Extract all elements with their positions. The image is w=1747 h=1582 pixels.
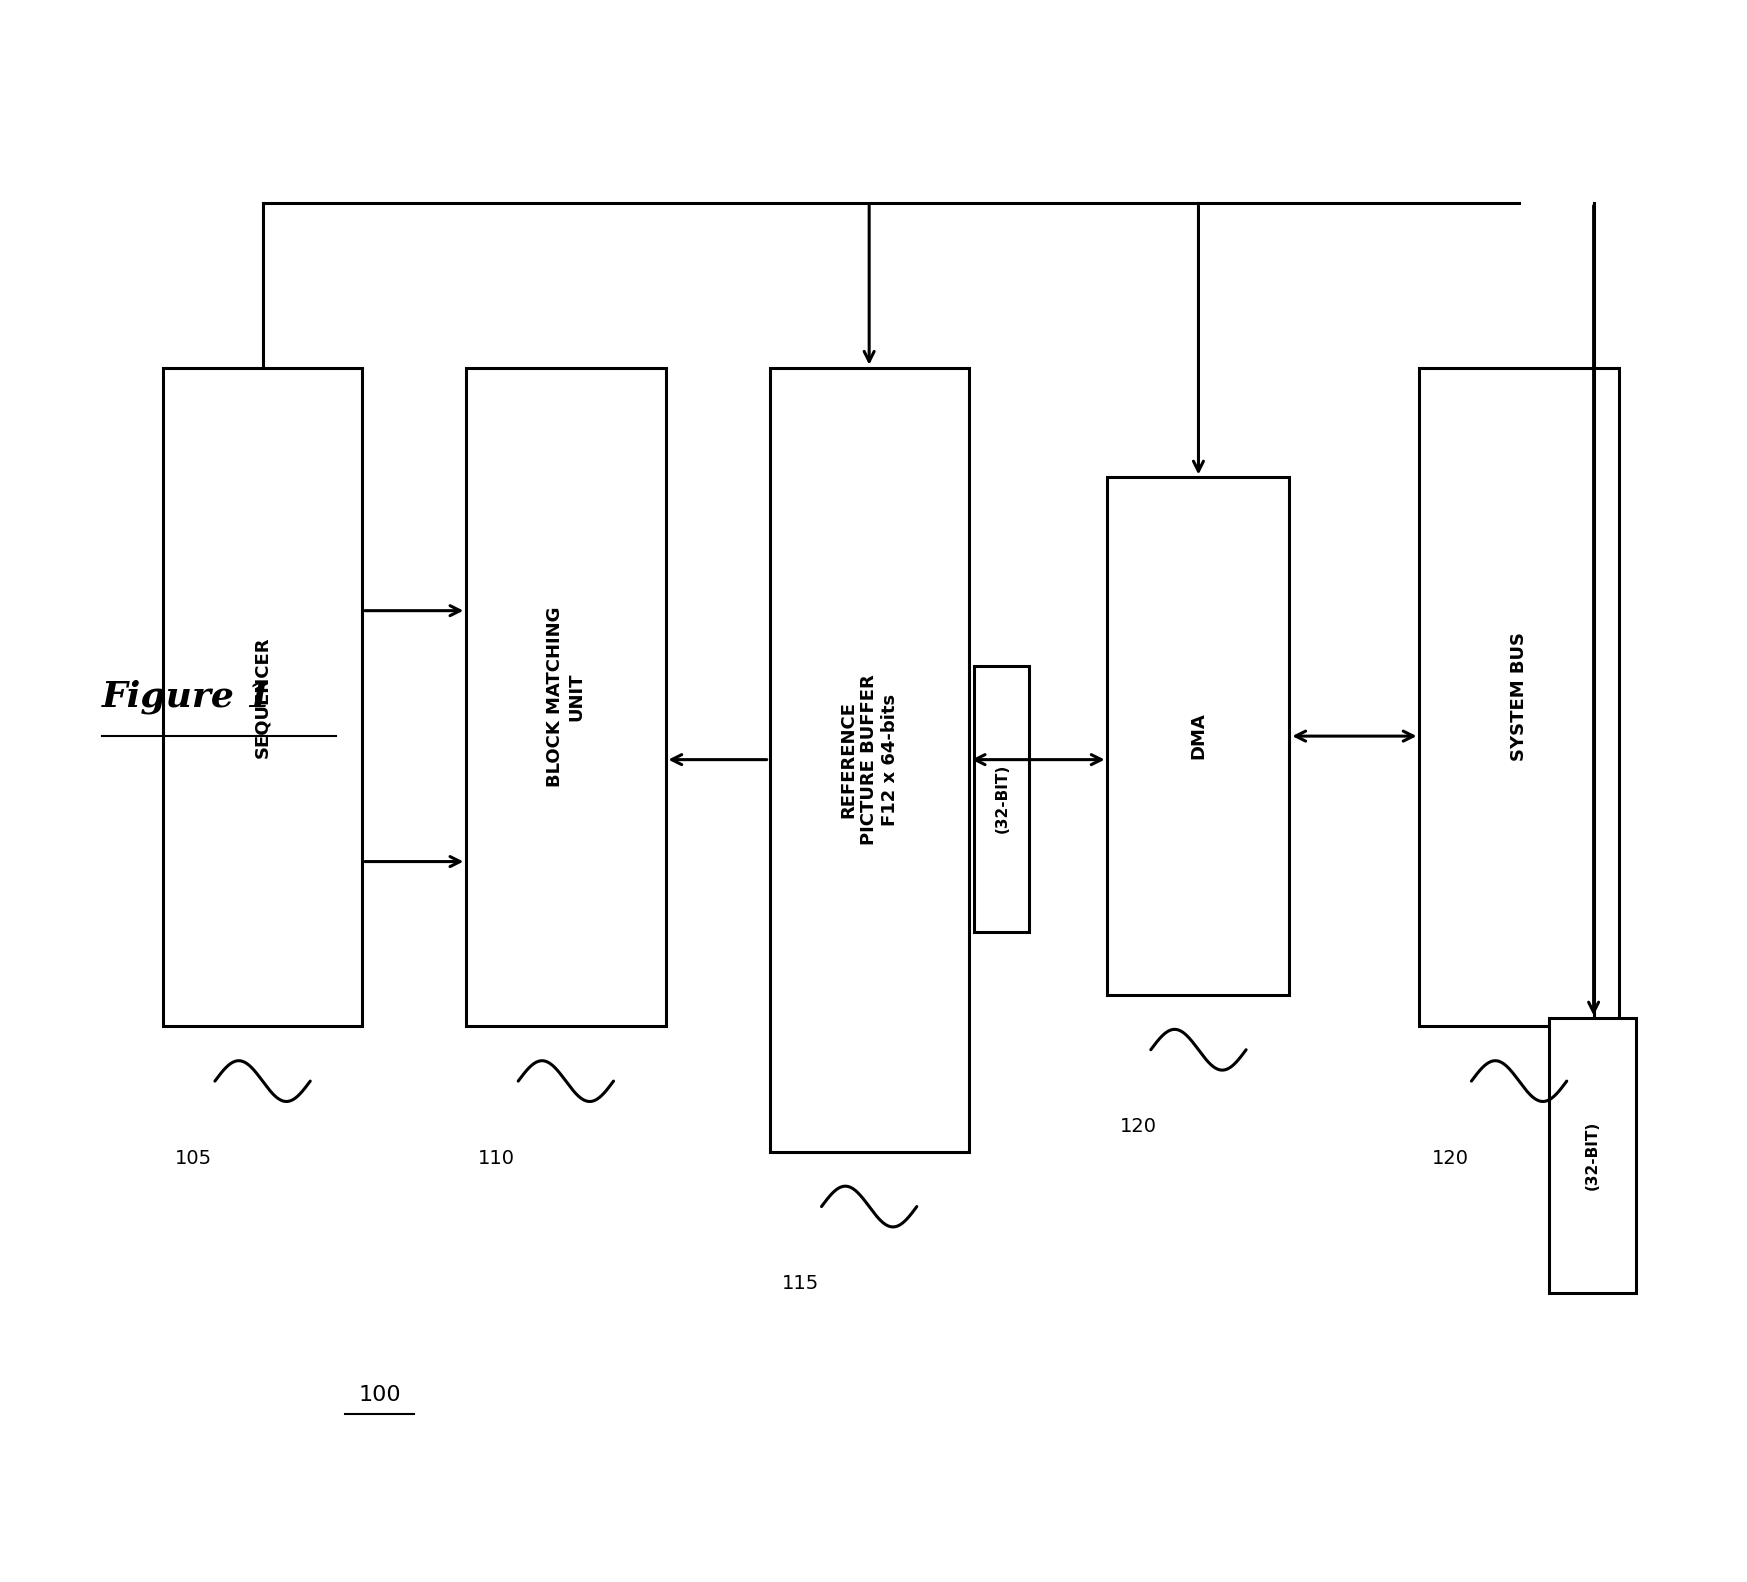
Text: 120: 120 xyxy=(1120,1117,1157,1136)
Text: REFERENCE
PICTURE BUFFER
F12 x 64-bits: REFERENCE PICTURE BUFFER F12 x 64-bits xyxy=(839,674,900,845)
Text: 110: 110 xyxy=(479,1149,515,1168)
Bar xyxy=(1108,478,1289,995)
Text: SEQUENCER: SEQUENCER xyxy=(253,636,271,758)
Bar xyxy=(162,367,362,1027)
Bar xyxy=(1550,1019,1637,1292)
Text: (32-BIT): (32-BIT) xyxy=(1585,1122,1600,1190)
Text: DMA: DMA xyxy=(1190,713,1207,759)
Bar xyxy=(1419,367,1619,1027)
Bar xyxy=(466,367,666,1027)
Text: 120: 120 xyxy=(1431,1149,1469,1168)
Bar xyxy=(975,666,1029,932)
Text: 105: 105 xyxy=(175,1149,211,1168)
Text: Figure 1: Figure 1 xyxy=(103,680,273,713)
Text: SYSTEM BUS: SYSTEM BUS xyxy=(1509,633,1529,761)
Text: BLOCK MATCHING
UNIT: BLOCK MATCHING UNIT xyxy=(547,606,585,788)
Text: 100: 100 xyxy=(358,1384,400,1405)
Text: 115: 115 xyxy=(781,1274,819,1292)
Text: (32-BIT): (32-BIT) xyxy=(994,764,1010,834)
Bar xyxy=(769,367,970,1152)
